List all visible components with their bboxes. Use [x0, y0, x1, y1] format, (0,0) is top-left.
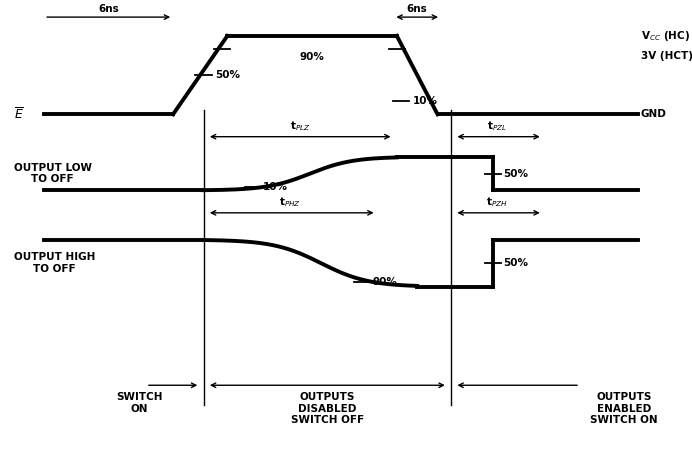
- Text: OUTPUTS
ENABLED
SWITCH ON: OUTPUTS ENABLED SWITCH ON: [590, 392, 658, 425]
- Text: t$_{PHZ}$: t$_{PHZ}$: [279, 196, 301, 209]
- Text: GND: GND: [641, 109, 667, 119]
- Text: t$_{PZH}$: t$_{PZH}$: [486, 196, 508, 209]
- Text: $\overline{E}$: $\overline{E}$: [14, 106, 24, 122]
- Text: OUTPUT HIGH
TO OFF: OUTPUT HIGH TO OFF: [14, 252, 95, 274]
- Text: t$_{PZL}$: t$_{PZL}$: [487, 119, 507, 133]
- Text: t$_{PLZ}$: t$_{PLZ}$: [290, 119, 311, 133]
- Text: 6ns: 6ns: [98, 4, 119, 14]
- Text: OUTPUT LOW
TO OFF: OUTPUT LOW TO OFF: [14, 163, 92, 185]
- Text: 90%: 90%: [373, 277, 398, 287]
- Text: 10%: 10%: [412, 96, 437, 106]
- Text: 50%: 50%: [503, 258, 528, 268]
- Text: V$_{CC}$ (HC): V$_{CC}$ (HC): [641, 29, 690, 43]
- Text: SWITCH
ON: SWITCH ON: [116, 392, 163, 414]
- Text: 6ns: 6ns: [407, 4, 428, 14]
- Text: 50%: 50%: [215, 70, 240, 80]
- Text: 50%: 50%: [503, 169, 528, 179]
- Text: 3V (HCT): 3V (HCT): [641, 51, 692, 61]
- Text: OUTPUTS
DISABLED
SWITCH OFF: OUTPUTS DISABLED SWITCH OFF: [291, 392, 364, 425]
- Text: 90%: 90%: [300, 52, 325, 62]
- Text: 10%: 10%: [263, 182, 288, 192]
